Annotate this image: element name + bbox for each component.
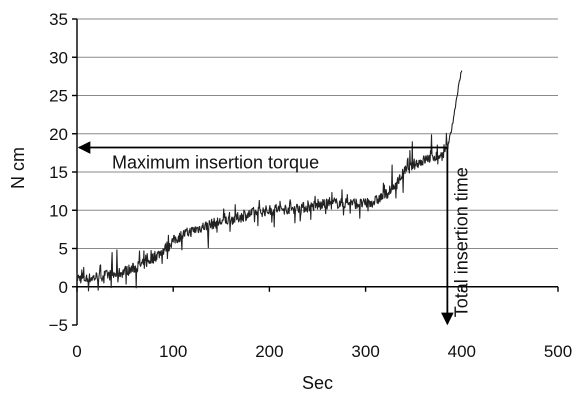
y-axis-title: N cm [8, 147, 28, 189]
y-tick-label: 10 [49, 201, 68, 220]
x-axis-title: Sec [302, 373, 333, 393]
y-tick-label: −5 [49, 316, 68, 335]
x-tick-label: 300 [351, 342, 379, 361]
y-tick-label: 35 [49, 10, 68, 29]
max-torque-label: Maximum insertion torque [112, 153, 319, 173]
insertion-time-label: Total insertion time [451, 167, 471, 317]
y-tick-label: 5 [59, 240, 68, 259]
x-tick-label: 400 [448, 342, 476, 361]
y-tick-label: 30 [49, 48, 68, 67]
y-tick-label: 25 [49, 87, 68, 106]
gridlines [77, 18, 558, 249]
x-tick-label: 500 [544, 342, 572, 361]
series-layer [76, 70, 463, 292]
x-tick-label: 100 [159, 342, 187, 361]
y-tick-label: 15 [49, 163, 68, 182]
y-tick-labels: −5 0 5 10 15 20 25 30 35 [49, 10, 68, 335]
x-tick-label: 200 [255, 342, 283, 361]
y-tick-label: 20 [49, 125, 68, 144]
x-tick-labels: 0 100 200 300 400 500 [72, 342, 572, 361]
annotation-layer: Maximum insertion torque Total insertion… [77, 141, 471, 326]
torque-series-line [76, 70, 463, 292]
x-tick-label: 0 [72, 342, 81, 361]
y-tick-label: 0 [59, 278, 68, 297]
